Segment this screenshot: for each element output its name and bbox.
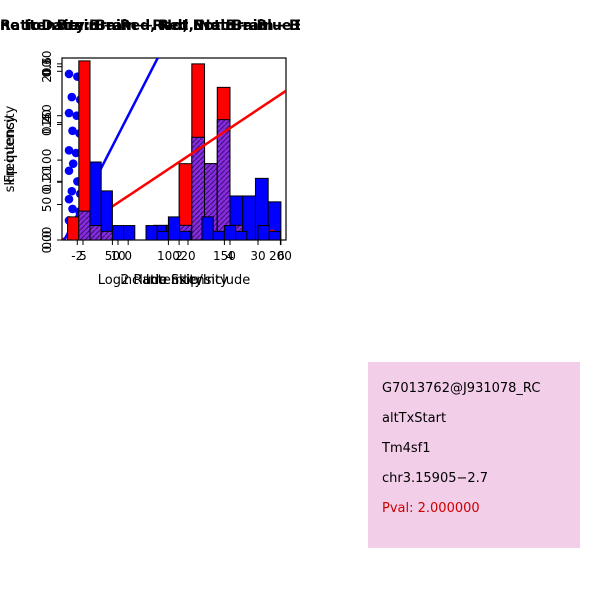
svg-text:10: 10 bbox=[110, 249, 125, 263]
svg-text:0.10: 0.10 bbox=[40, 168, 54, 195]
svg-text:150: 150 bbox=[213, 249, 236, 263]
svg-text:0.0: 0.0 bbox=[40, 230, 54, 249]
info-event-type: altTxStart bbox=[382, 411, 447, 426]
svg-text:Frequency: Frequency bbox=[3, 115, 18, 182]
svg-text:Brain − Red, Not Brain − Blue: Brain − Red, Not Brain − Blue bbox=[57, 18, 292, 34]
svg-text:Log2 Ratio Skip/Include: Log2 Ratio Skip/Include bbox=[98, 273, 250, 288]
svg-text:0.00: 0.00 bbox=[40, 227, 54, 254]
svg-text:ne Itensity: Brain − Red, Not: ne Itensity: Brain − Red, Not Brain − B bbox=[0, 18, 300, 34]
svg-text:100: 100 bbox=[157, 249, 180, 263]
svg-text:2: 2 bbox=[175, 249, 183, 263]
svg-text:150: 150 bbox=[40, 104, 54, 127]
svg-text:0.6: 0.6 bbox=[40, 57, 54, 76]
svg-text:200: 200 bbox=[40, 60, 54, 83]
svg-text:4: 4 bbox=[226, 249, 234, 263]
svg-text:0.2: 0.2 bbox=[40, 173, 54, 192]
panel-gene-intensity-histogram: 50 100 150 200 0.0 0.2 0.4 0.6 ne Itensity: Brai… bbox=[0, 0, 300, 300]
svg-text:0: 0 bbox=[124, 249, 132, 263]
svg-text:200: 200 bbox=[269, 249, 292, 263]
info-locus: chr3.15905−2.7 bbox=[382, 471, 489, 486]
ratio-histogram-chart: -2 0 2 4 6 0.00 0.10 0.20 0.30 RatioData: Brain −… bbox=[0, 18, 300, 288]
svg-text:0.30: 0.30 bbox=[40, 51, 54, 78]
svg-text:0.20: 0.20 bbox=[40, 109, 54, 136]
svg-text:20: 20 bbox=[180, 249, 195, 263]
svg-text:6: 6 bbox=[277, 249, 285, 263]
svg-text:50: 50 bbox=[105, 249, 120, 263]
svg-text:-2: -2 bbox=[71, 249, 83, 263]
svg-text:30: 30 bbox=[250, 249, 265, 263]
svg-text:0.4: 0.4 bbox=[40, 115, 54, 134]
svg-text:include intensity: include intensity bbox=[120, 273, 228, 288]
svg-text:Intensity: Intensity bbox=[146, 273, 203, 288]
info-box: G7013762@J931078_RC altTxStart Tm4sf1 ch… bbox=[368, 362, 580, 548]
info-gene-name: Tm4sf1 bbox=[382, 441, 431, 456]
svg-text:100: 100 bbox=[40, 149, 54, 172]
panel-ratio-histogram: -2 0 2 4 6 0.00 0.10 0.20 0.30 RatioData: Brain −… bbox=[0, 0, 300, 300]
info-pval: Pval: 2.000000 bbox=[382, 501, 480, 516]
svg-text:RatioData: Brain − Red, Not Br: RatioData: Brain − Red, Not Brain − Blu bbox=[0, 18, 300, 34]
svg-text:5: 5 bbox=[79, 249, 87, 263]
svg-text:skip intensity: skip intensity bbox=[3, 105, 18, 192]
svg-text:50: 50 bbox=[40, 197, 54, 212]
svg-text:Frequency: Frequency bbox=[3, 115, 18, 182]
info-probe-id: G7013762@J931078_RC bbox=[382, 381, 541, 396]
